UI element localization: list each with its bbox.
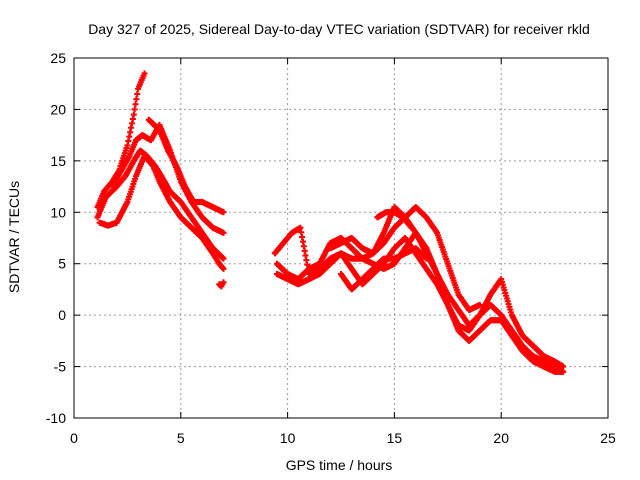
point-marker bbox=[476, 301, 483, 308]
point-marker bbox=[220, 265, 227, 272]
y-tick-label: 10 bbox=[50, 204, 66, 220]
y-axis-label: SDTVAR / TECUs bbox=[6, 181, 22, 293]
series-s11 bbox=[338, 245, 430, 293]
y-tick-label: 25 bbox=[50, 50, 66, 66]
x-tick-label: 15 bbox=[387, 430, 403, 446]
x-tick-label: 5 bbox=[177, 430, 185, 446]
series-s6 bbox=[216, 279, 227, 290]
y-tick-label: 20 bbox=[50, 101, 66, 117]
axis-ticks: 0 5 10 15 20 25 -10 -5 0 5 10 15 20 25 bbox=[46, 50, 616, 446]
point-marker bbox=[220, 209, 227, 216]
point-marker bbox=[560, 368, 567, 375]
x-tick-label: 0 bbox=[70, 430, 78, 446]
point-marker bbox=[220, 255, 227, 262]
series-s10 bbox=[327, 204, 483, 313]
grid-lines bbox=[74, 58, 608, 418]
x-tick-label: 10 bbox=[280, 430, 296, 446]
y-tick-label: 15 bbox=[50, 153, 66, 169]
point-marker bbox=[423, 255, 430, 262]
point-marker-interp bbox=[133, 96, 140, 103]
plot-frame bbox=[73, 57, 609, 419]
point-marker bbox=[141, 70, 148, 77]
point-marker bbox=[220, 229, 227, 236]
x-axis-label: GPS time / hours bbox=[286, 457, 393, 473]
series-s9 bbox=[273, 235, 567, 375]
y-tick-label: -10 bbox=[46, 410, 66, 426]
y-tick-label: 5 bbox=[58, 256, 66, 272]
point-marker bbox=[408, 224, 415, 231]
y-tick-label: -5 bbox=[54, 359, 67, 375]
point-marker bbox=[130, 111, 137, 118]
x-tick-label: 20 bbox=[493, 430, 509, 446]
data-points bbox=[94, 70, 567, 375]
series-s4 bbox=[109, 121, 227, 236]
point-marker-interp bbox=[134, 91, 141, 97]
series-s12 bbox=[374, 209, 415, 231]
point-marker bbox=[220, 279, 227, 286]
point-marker-interp bbox=[131, 106, 138, 113]
y-tick-label: 0 bbox=[58, 307, 66, 323]
x-tick-label: 25 bbox=[600, 430, 616, 446]
series-s3 bbox=[96, 152, 227, 272]
series-s5 bbox=[145, 116, 227, 216]
chart-title: Day 327 of 2025, Sidereal Day-to-day VTE… bbox=[88, 21, 590, 37]
point-marker-interp bbox=[132, 101, 139, 108]
